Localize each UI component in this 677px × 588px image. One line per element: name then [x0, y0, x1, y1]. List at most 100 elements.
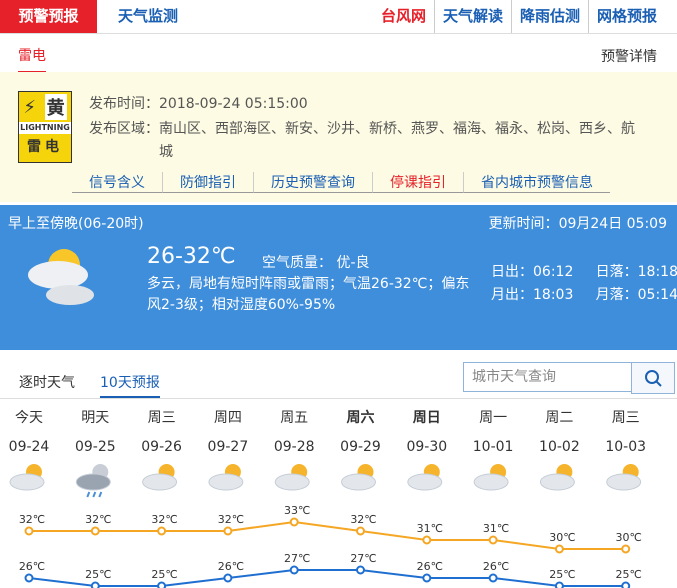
day: 周一 — [479, 410, 507, 426]
high-label: 30℃ — [549, 531, 575, 544]
high-point — [356, 526, 365, 536]
high-label: 33℃ — [284, 504, 310, 517]
nav-link[interactable]: 天气解读 — [433, 0, 511, 33]
icon-cloud — [142, 473, 178, 491]
low-point — [422, 573, 432, 583]
high-point — [554, 544, 564, 554]
icon-cloud — [407, 473, 443, 491]
low-label: 25℃ — [616, 568, 642, 581]
nav-link[interactable]: 台风网 — [380, 7, 426, 25]
warning-type[interactable]: 雷电 — [18, 45, 46, 73]
warning-link[interactable]: 防御指引 — [162, 172, 253, 193]
high-point — [621, 544, 631, 554]
date: 10-03 — [605, 439, 646, 455]
icon-cloud — [473, 473, 509, 491]
nav-links: 台风网 天气解读 降雨估测 网格预报 — [373, 0, 665, 33]
icon-name: 雷电 — [27, 139, 63, 155]
icon-cloud — [274, 473, 310, 491]
icon-cloud — [539, 473, 575, 491]
nav-tab[interactable]: 天气监测 — [118, 7, 179, 25]
warning-icon: ⚡ 黄 LIGHTNING 雷电 — [18, 91, 72, 163]
icon-cloud — [606, 473, 642, 491]
detail-link[interactable]: 预警详情 — [601, 49, 657, 65]
sun-moon: 日出：06:12 日落：18:18 月出：18:03 月落：05:14 — [491, 261, 677, 307]
warning-link[interactable]: 信号含义 — [72, 172, 162, 193]
low-point — [621, 581, 631, 588]
high-label: 31℃ — [417, 522, 443, 535]
divider — [0, 398, 677, 399]
date: 09-25 — [75, 439, 116, 455]
high-label: 32℃ — [19, 513, 45, 526]
temperature: 26-32℃ — [147, 244, 236, 269]
day: 周三 — [612, 410, 640, 426]
top-nav — [0, 0, 677, 34]
value: 优-良 — [336, 255, 370, 271]
value: 06:12 — [533, 264, 574, 280]
date: 09-29 — [340, 439, 381, 455]
low-point — [24, 573, 34, 583]
search-button[interactable] — [631, 362, 675, 394]
high-label: 32℃ — [218, 513, 244, 526]
warning-link[interactable]: 省内城市预警信息 — [463, 172, 610, 193]
value: 05:14 — [637, 287, 677, 303]
day: 今天 — [15, 410, 43, 426]
low-point — [289, 565, 299, 575]
low-point — [90, 581, 100, 588]
high-label: 31℃ — [483, 522, 509, 535]
value: 09月24日 05:09 — [558, 216, 667, 232]
description: 多云，局地有短时阵雨或雷雨；气温26-32℃；偏东风2-3级；相对湿度60%-9… — [147, 276, 470, 313]
label: 日落： — [595, 264, 638, 280]
area: 发布区域： 南山区、西部海区、新安、沙井、新桥、燕罗、福海、福永、松岗、西乡、航城 — [89, 118, 641, 164]
low-label: 27℃ — [350, 552, 376, 565]
low-label: 26℃ — [218, 560, 244, 573]
nav-link[interactable]: 降雨估测 — [510, 0, 588, 33]
forecast-chart: 今天 09-24 明天 09-25 周三 09-26 周四 09-27 周五 09-28 周六 09-… — [9, 409, 646, 588]
day: 周五 — [280, 410, 308, 426]
icon-cloud — [75, 473, 111, 491]
air-quality: 空气质量： 优-良 — [262, 252, 370, 272]
icon-label: LIGHTNING — [19, 122, 71, 134]
search-input[interactable]: 城市天气查询 — [463, 362, 641, 392]
icon-cloud — [208, 473, 244, 491]
warning-link[interactable]: 历史预警查询 — [253, 172, 372, 193]
forecast-tab[interactable]: 逐时天气 — [19, 375, 75, 391]
high-point — [90, 526, 100, 536]
high-label: 32℃ — [151, 513, 177, 526]
update: 更新时间：09月24日 05:09 — [489, 213, 667, 233]
day: 周四 — [214, 410, 242, 426]
low-label: 26℃ — [483, 560, 509, 573]
date: 09-26 — [141, 439, 182, 455]
forecast-tab-active[interactable]: 10天预报 — [100, 372, 160, 398]
low-point — [223, 573, 233, 583]
date: 09-28 — [274, 439, 315, 455]
search-icon — [645, 370, 662, 387]
low-label: 25℃ — [549, 568, 575, 581]
high-line — [29, 520, 626, 550]
low-label: 25℃ — [151, 568, 177, 581]
label: 空气质量： — [262, 255, 332, 271]
low-point — [554, 581, 564, 588]
label: 发布时间： — [89, 96, 159, 112]
active-tab[interactable]: 预警预报 — [0, 0, 97, 33]
warning-links: 信号含义 防御指引 历史预警查询 停课指引 省内城市预警信息 — [72, 172, 610, 193]
high-label: 30℃ — [616, 531, 642, 544]
day: 周二 — [545, 410, 573, 426]
label: 更新时间： — [488, 216, 559, 232]
high-point — [422, 535, 432, 545]
label: 月落： — [595, 287, 638, 303]
high-label: 32℃ — [350, 513, 376, 526]
low-point — [356, 565, 365, 575]
day: 周日 — [413, 410, 441, 426]
high-label: 32℃ — [85, 513, 111, 526]
warning-body — [0, 72, 677, 202]
current-panel — [0, 205, 677, 350]
period: 早上至傍晚(06-20时) — [8, 216, 144, 232]
low-label: 27℃ — [284, 552, 310, 565]
icon-cloud — [9, 473, 45, 491]
nav-link[interactable]: 网格预报 — [587, 0, 665, 33]
date: 09-30 — [406, 439, 447, 455]
warning-link[interactable]: 停课指引 — [372, 172, 463, 193]
day: 周三 — [148, 410, 176, 426]
day: 周六 — [347, 409, 375, 426]
